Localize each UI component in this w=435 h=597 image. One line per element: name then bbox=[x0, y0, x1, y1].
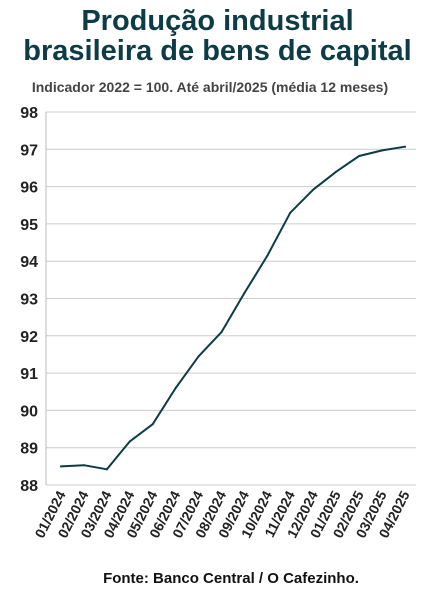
chart-title-line-2: brasileira de bens de capital bbox=[23, 35, 412, 67]
y-tick-label: 90 bbox=[20, 403, 38, 420]
data-point bbox=[197, 355, 200, 358]
data-point bbox=[60, 465, 62, 468]
source-note: Fonte: Banco Central / O Cafezinho. bbox=[103, 570, 359, 587]
data-point bbox=[289, 211, 292, 214]
data-point bbox=[220, 331, 223, 334]
y-tick-label: 91 bbox=[20, 366, 38, 383]
y-tick-label: 92 bbox=[20, 329, 38, 346]
y-tick-label: 88 bbox=[20, 478, 38, 495]
y-tick-label: 97 bbox=[20, 142, 38, 159]
data-point bbox=[151, 423, 154, 426]
y-tick-label: 96 bbox=[20, 180, 38, 197]
chart-subtitle: Indicador 2022 = 100. Até abril/2025 (mé… bbox=[31, 79, 389, 95]
y-tick-label: 98 bbox=[20, 105, 38, 122]
data-point bbox=[358, 155, 361, 158]
data-point bbox=[404, 145, 406, 148]
data-point bbox=[174, 387, 177, 390]
data-point bbox=[312, 188, 315, 191]
y-tick-label: 89 bbox=[20, 441, 38, 458]
y-tick-label: 95 bbox=[20, 217, 38, 234]
y-tick-label: 94 bbox=[20, 254, 38, 271]
y-tick-label: 93 bbox=[20, 292, 38, 309]
data-point bbox=[266, 254, 269, 257]
chart-title: Produção industrial brasileira de bens d… bbox=[0, 6, 435, 66]
data-point bbox=[381, 149, 384, 152]
series-line bbox=[60, 145, 406, 471]
data-point bbox=[335, 170, 338, 173]
chart-title-line-1: Produção industrial bbox=[81, 5, 354, 37]
data-point bbox=[128, 440, 131, 443]
data-point bbox=[82, 464, 85, 467]
data-point bbox=[105, 468, 108, 471]
data-point bbox=[243, 291, 246, 294]
